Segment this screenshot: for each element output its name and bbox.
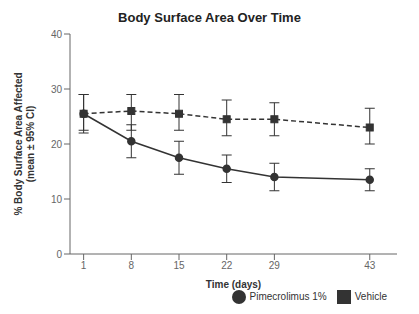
svg-text:29: 29 — [269, 260, 281, 271]
svg-text:22: 22 — [221, 260, 233, 271]
svg-text:40: 40 — [51, 29, 63, 40]
svg-text:15: 15 — [173, 260, 185, 271]
svg-text:30: 30 — [51, 84, 63, 95]
svg-text:Time (days): Time (days) — [206, 279, 261, 290]
svg-text:20: 20 — [51, 139, 63, 150]
html-text:Vehicle: Vehicle — [354, 290, 387, 302]
svg-text:0: 0 — [56, 249, 62, 260]
html-text:Pimecrolimus 1%: Pimecrolimus 1% — [249, 290, 327, 302]
svg-text:10: 10 — [51, 194, 63, 205]
svg-text:% Body Surface Area Affected(m: % Body Surface Area Affected(mean ± 95% … — [13, 72, 36, 215]
html-text:Body Surface Area Over Time: Body Surface Area Over Time — [118, 10, 301, 25]
svg-text:8: 8 — [129, 260, 135, 271]
svg-text:1: 1 — [81, 260, 87, 271]
svg-text:43: 43 — [364, 260, 376, 271]
